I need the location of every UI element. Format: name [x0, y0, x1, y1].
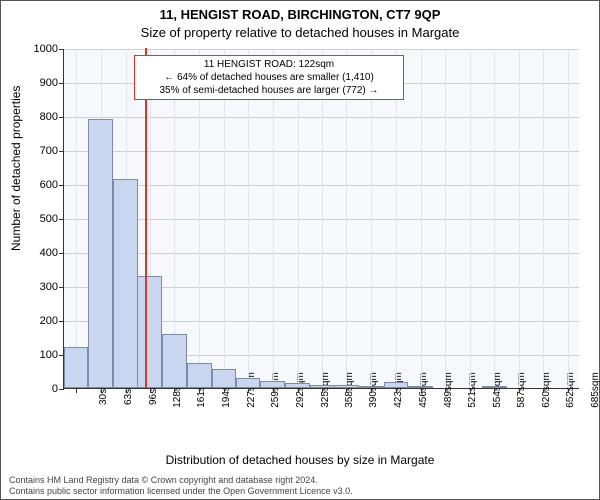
ytick-mark: [59, 253, 64, 254]
y-axis-label: Number of detached properties: [9, 86, 23, 251]
bar: [88, 119, 113, 388]
bar: [236, 378, 261, 388]
chart-title-line1: 11, HENGIST ROAD, BIRCHINGTON, CT7 9QP: [1, 7, 599, 22]
bar: [260, 381, 285, 388]
xtick-label: 685sqm: [568, 372, 600, 408]
bar: [408, 386, 433, 388]
ytick-mark: [59, 389, 64, 390]
ytick-label: 900: [40, 77, 58, 89]
bar: [285, 383, 310, 388]
bar: [359, 386, 384, 388]
ytick-mark: [59, 49, 64, 50]
ytick-label: 600: [40, 179, 58, 191]
ytick-label: 800: [40, 111, 58, 123]
ytick-mark: [59, 321, 64, 322]
gridline-v: [421, 49, 422, 388]
ytick-mark: [59, 151, 64, 152]
bar: [64, 347, 89, 388]
gridline-v: [568, 49, 569, 388]
ytick-label: 300: [40, 281, 58, 293]
chart-container: 11, HENGIST ROAD, BIRCHINGTON, CT7 9QP S…: [0, 0, 600, 500]
bar: [310, 385, 335, 388]
gridline-v: [445, 49, 446, 388]
ytick-label: 1000: [34, 43, 58, 55]
plot-area: 0100200300400500600700800900100030sqm63s…: [63, 49, 579, 389]
annotation-box: 11 HENGIST ROAD: 122sqm ← 64% of detache…: [134, 55, 404, 100]
bar: [137, 276, 162, 388]
attribution-line1: Contains HM Land Registry data © Crown c…: [9, 475, 591, 486]
bar: [384, 382, 409, 388]
attribution-text: Contains HM Land Registry data © Crown c…: [9, 475, 591, 498]
annotation-line2: ← 64% of detached houses are smaller (1,…: [141, 71, 397, 84]
ytick-mark: [59, 185, 64, 186]
ytick-mark: [59, 83, 64, 84]
bar: [162, 334, 187, 388]
gridline-v: [76, 49, 77, 388]
gridline-v: [519, 49, 520, 388]
bar: [113, 179, 138, 388]
attribution-line2: Contains public sector information licen…: [9, 486, 591, 497]
ytick-label: 700: [40, 145, 58, 157]
ytick-mark: [59, 219, 64, 220]
ytick-label: 100: [40, 349, 58, 361]
gridline-v: [470, 49, 471, 388]
chart-title-line2: Size of property relative to detached ho…: [1, 25, 599, 40]
ytick-label: 400: [40, 247, 58, 259]
ytick-mark: [59, 287, 64, 288]
ytick-label: 200: [40, 315, 58, 327]
annotation-line3: 35% of semi-detached houses are larger (…: [141, 84, 397, 97]
gridline-v: [494, 49, 495, 388]
annotation-line1: 11 HENGIST ROAD: 122sqm: [141, 58, 397, 71]
bar: [334, 385, 359, 388]
bar: [482, 386, 507, 388]
bar: [187, 363, 212, 389]
ytick-label: 500: [40, 213, 58, 225]
x-axis-label: Distribution of detached houses by size …: [1, 453, 599, 467]
bar: [212, 369, 237, 388]
ytick-label: 0: [52, 383, 58, 395]
ytick-mark: [59, 117, 64, 118]
gridline-v: [543, 49, 544, 388]
